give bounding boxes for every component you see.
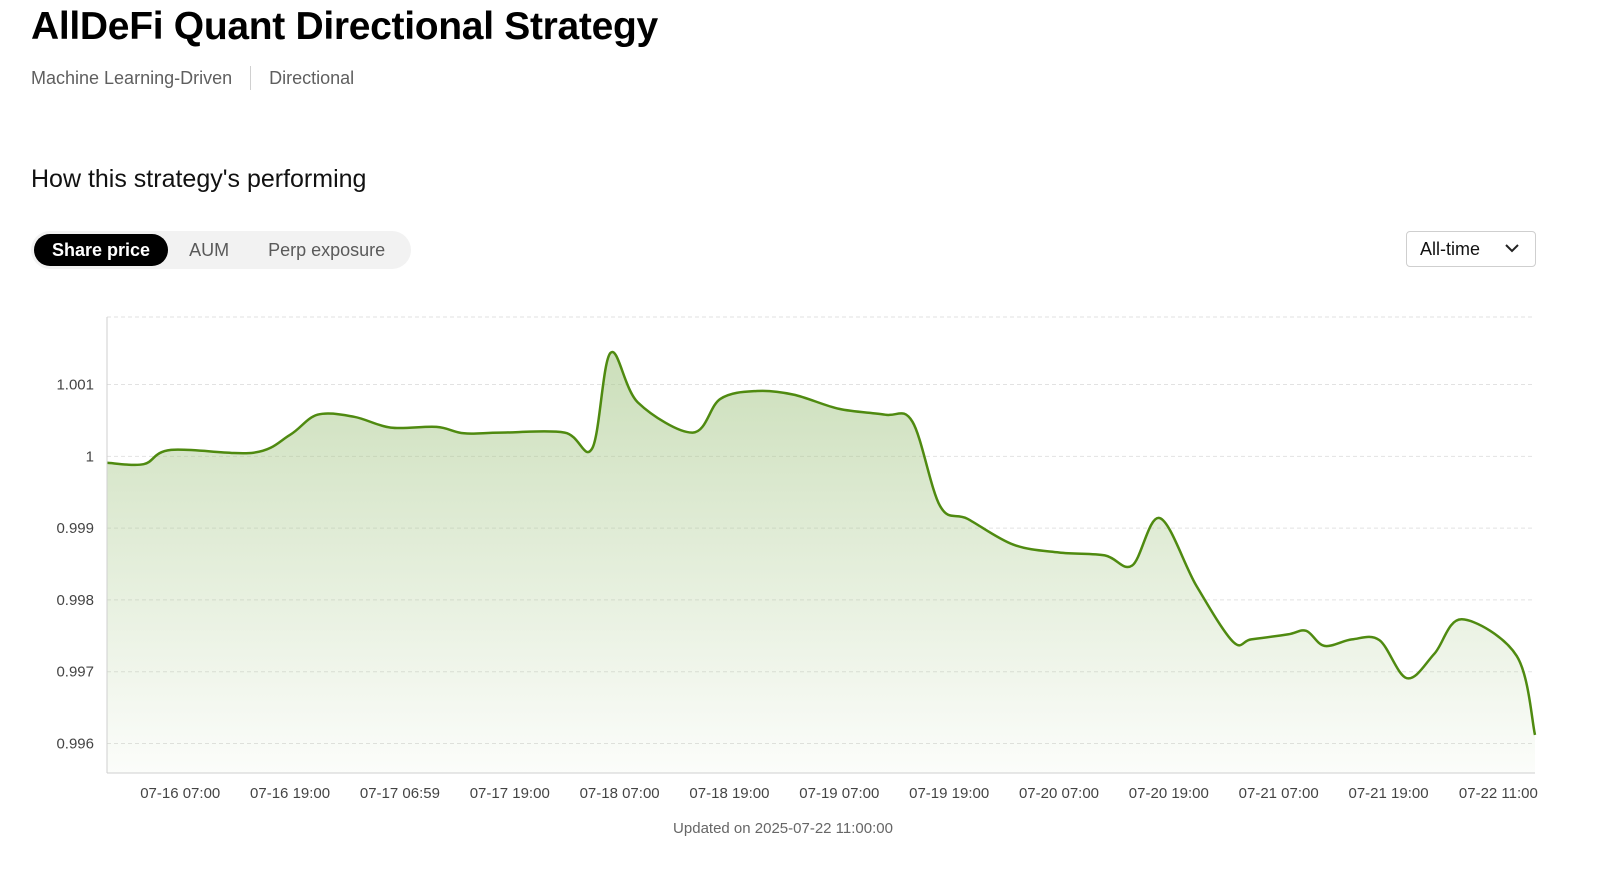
series-line bbox=[106, 350, 1537, 736]
x-tick-label: 07-17 06:59 bbox=[360, 785, 440, 802]
tag-directional: Directional bbox=[269, 67, 355, 88]
time-range-value: All-time bbox=[1420, 238, 1481, 259]
y-tick-label: 0.999 bbox=[56, 520, 94, 537]
tab-share-price[interactable]: Share price bbox=[34, 234, 169, 266]
chevron-down-icon bbox=[1505, 242, 1519, 256]
chart-tabs: Share price AUM Perp exposure bbox=[31, 231, 411, 269]
tab-perp-exposure[interactable]: Perp exposure bbox=[268, 239, 386, 260]
x-tick-label: 07-16 07:00 bbox=[140, 785, 220, 802]
x-tick-label: 07-16 19:00 bbox=[250, 785, 330, 802]
x-tick-label: 07-20 19:00 bbox=[1129, 785, 1209, 802]
x-tick-label: 07-22 11:00 bbox=[1459, 785, 1538, 802]
x-tick-label: 07-17 19:00 bbox=[470, 785, 550, 802]
y-tick-label: 1.001 bbox=[56, 377, 94, 394]
x-tick-label: 07-19 19:00 bbox=[909, 785, 989, 802]
tab-aum[interactable]: AUM bbox=[189, 239, 230, 260]
y-tick-label: 0.998 bbox=[56, 592, 94, 609]
series-area-fill bbox=[107, 352, 1535, 773]
x-tick-label: 07-20 07:00 bbox=[1019, 785, 1099, 802]
updated-timestamp: Updated on 2025-07-22 11:00:00 bbox=[673, 820, 893, 837]
x-tick-label: 07-21 07:00 bbox=[1239, 785, 1319, 802]
tag-divider bbox=[250, 66, 252, 90]
time-range-select[interactable]: All-time bbox=[1406, 231, 1536, 267]
y-tick-label: 0.996 bbox=[56, 736, 94, 753]
x-tick-label: 07-18 07:00 bbox=[580, 785, 660, 802]
page-title: AllDeFi Quant Directional Strategy bbox=[31, 5, 658, 48]
x-tick-label: 07-19 07:00 bbox=[799, 785, 879, 802]
x-tick-label: 07-21 19:00 bbox=[1348, 785, 1428, 802]
y-tick-label: 0.997 bbox=[56, 664, 94, 681]
share-price-chart: 1.001 1 0.999 0.998 0.997 0.996 07-16 07:00 07… bbox=[56, 316, 1538, 802]
tag-ml-driven: Machine Learning-Driven bbox=[31, 67, 233, 88]
strategy-tags: Machine Learning-Driven Directional bbox=[31, 66, 354, 90]
x-tick-label: 07-18 19:00 bbox=[689, 785, 769, 802]
performance-section-title: How this strategy's performing bbox=[31, 165, 367, 193]
y-tick-label: 1 bbox=[86, 448, 94, 465]
